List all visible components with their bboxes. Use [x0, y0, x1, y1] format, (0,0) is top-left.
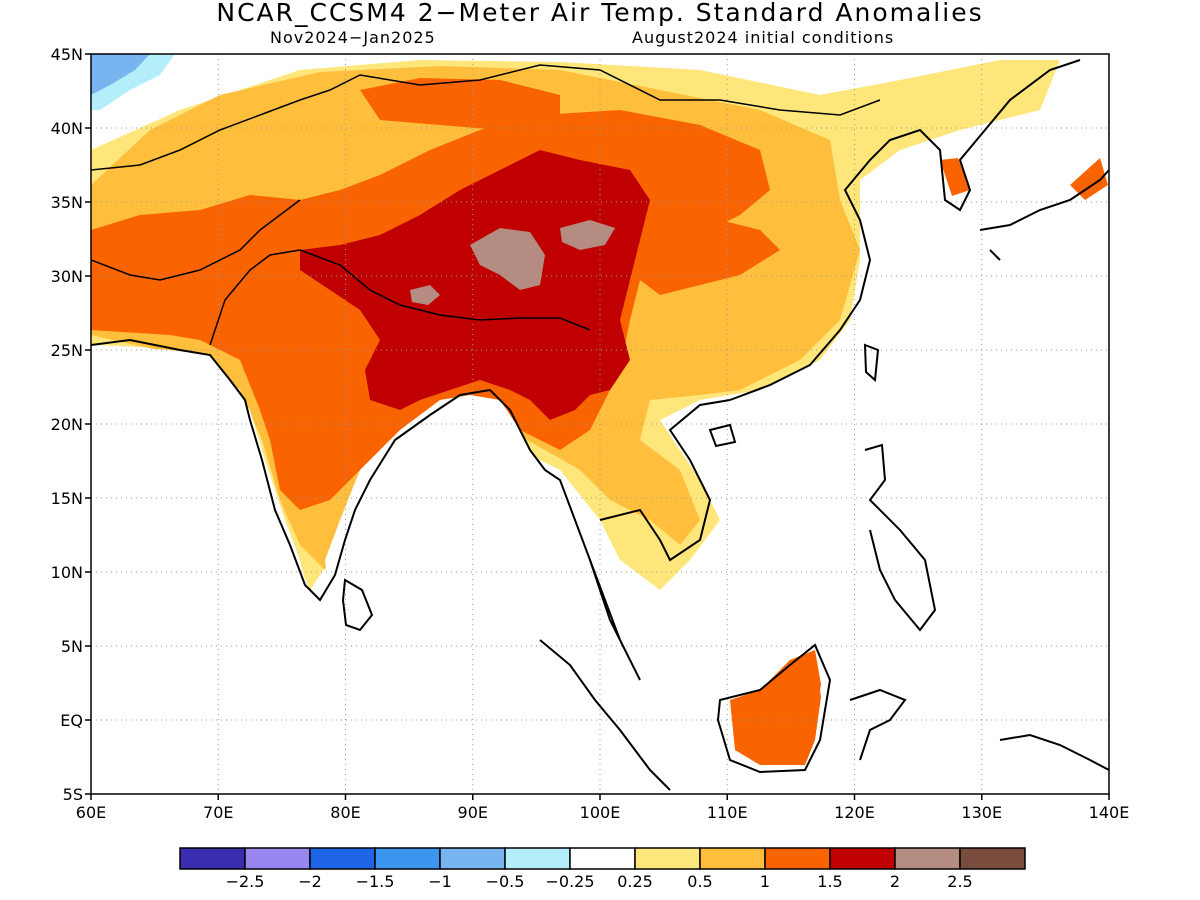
legend-label: −1.5 [356, 872, 395, 891]
lat-label: 40N [51, 119, 83, 138]
coastline-sumatra [539, 639, 671, 791]
lon-label: 70E [203, 803, 233, 822]
anomaly-region-tibet-peak [470, 228, 545, 290]
lon-label: 90E [458, 803, 488, 822]
legend-swatch [244, 847, 311, 870]
legend-label: 0.5 [687, 872, 712, 891]
coastline-taiwan [863, 343, 880, 383]
legend-swatch [569, 847, 636, 870]
anomaly-region-mongolia-orange [360, 78, 560, 130]
lat-label: 5S [63, 785, 83, 804]
lat-label: 5N [61, 637, 83, 656]
legend-label: 2 [890, 872, 900, 891]
lat-label: EQ [60, 711, 83, 730]
legend-swatch [764, 847, 831, 870]
lat-label: 20N [51, 415, 83, 434]
coastline-philippines [864, 443, 937, 632]
coastline-sulawesi [849, 688, 907, 761]
graticule [91, 54, 1109, 794]
map-subtitle-initial-conditions: August2024 initial conditions [632, 28, 895, 47]
border-south-asia [91, 199, 301, 346]
latitude-labels: 45N 40N 35N 30N 25N 20N 15N 10N 5N EQ 5S [51, 45, 83, 804]
legend-swatch [374, 847, 441, 870]
legend-swatch [439, 847, 506, 870]
anomaly-region-tibet-peak-small [410, 285, 440, 305]
coastline-sri-lanka [341, 578, 374, 632]
lon-label: 110E [707, 803, 748, 822]
lat-label: 45N [51, 45, 83, 64]
coastlines [91, 59, 1109, 791]
coastline-china [729, 59, 1081, 401]
legend-swatch [959, 847, 1026, 870]
lat-label: 35N [51, 193, 83, 212]
lon-label: 140E [1089, 803, 1130, 822]
legend-swatch [829, 847, 896, 870]
legend-label: −2 [298, 872, 322, 891]
anomaly-region-tibet-peak-east [560, 220, 615, 250]
coastline-indochina [489, 389, 731, 681]
lat-label: 15N [51, 489, 83, 508]
lon-label: 130E [961, 803, 1002, 822]
coastline-hainan [708, 423, 737, 448]
legend-swatch [309, 847, 376, 870]
map-title: NCAR_CCSM4 2−Meter Air Temp. Standard An… [216, 0, 984, 27]
legend-label: −0.25 [545, 872, 594, 891]
map-subtitle-period: Nov2024−Jan2025 [270, 28, 436, 47]
coastline-new-guinea [999, 733, 1109, 771]
legend-swatch [699, 847, 766, 870]
anomaly-region-japan-orange [1070, 158, 1108, 200]
anomaly-region-arabian-sea-white [91, 345, 340, 794]
coastline-borneo [716, 643, 832, 774]
legend-swatch [179, 847, 246, 870]
coastline-india [91, 338, 491, 602]
border-central-asia [91, 64, 881, 171]
legend-label: 1.5 [817, 872, 842, 891]
legend-swatch [504, 847, 571, 870]
anomaly-region-china-central-orange [640, 215, 780, 295]
legend-label: 1 [760, 872, 770, 891]
border-himalaya [299, 249, 591, 331]
legend-label: 0.25 [617, 872, 653, 891]
anomaly-region-borneo-orange [730, 650, 822, 765]
longitude-labels: 60E 70E 80E 90E 100E 110E 120E 130E 140E [76, 803, 1130, 822]
lat-label: 25N [51, 341, 83, 360]
lon-label: 120E [834, 803, 875, 822]
legend-swatch [894, 847, 961, 870]
lon-label: 60E [76, 803, 106, 822]
legend-label: 2.5 [947, 872, 972, 891]
coastline-japan [979, 169, 1109, 261]
legend-label: −1 [428, 872, 452, 891]
color-legend: −2.5 −2 −1.5 −1 −0.5 −0.25 0.25 0.5 1 1.5 2 2.5 [179, 847, 1026, 891]
lat-label: 30N [51, 267, 83, 286]
lat-label: 10N [51, 563, 83, 582]
legend-label: −2.5 [226, 872, 265, 891]
legend-label: −0.5 [486, 872, 525, 891]
anomaly-region-tibet-dark-red [300, 150, 650, 420]
axis-ticks [85, 53, 1110, 800]
anomaly-region-northwest-blue [91, 54, 150, 95]
anomaly-region-korea-orange [940, 158, 970, 196]
lon-label: 80E [330, 803, 360, 822]
lon-label: 100E [580, 803, 621, 822]
legend-swatch [634, 847, 701, 870]
anomaly-region-bay-white [325, 395, 600, 640]
